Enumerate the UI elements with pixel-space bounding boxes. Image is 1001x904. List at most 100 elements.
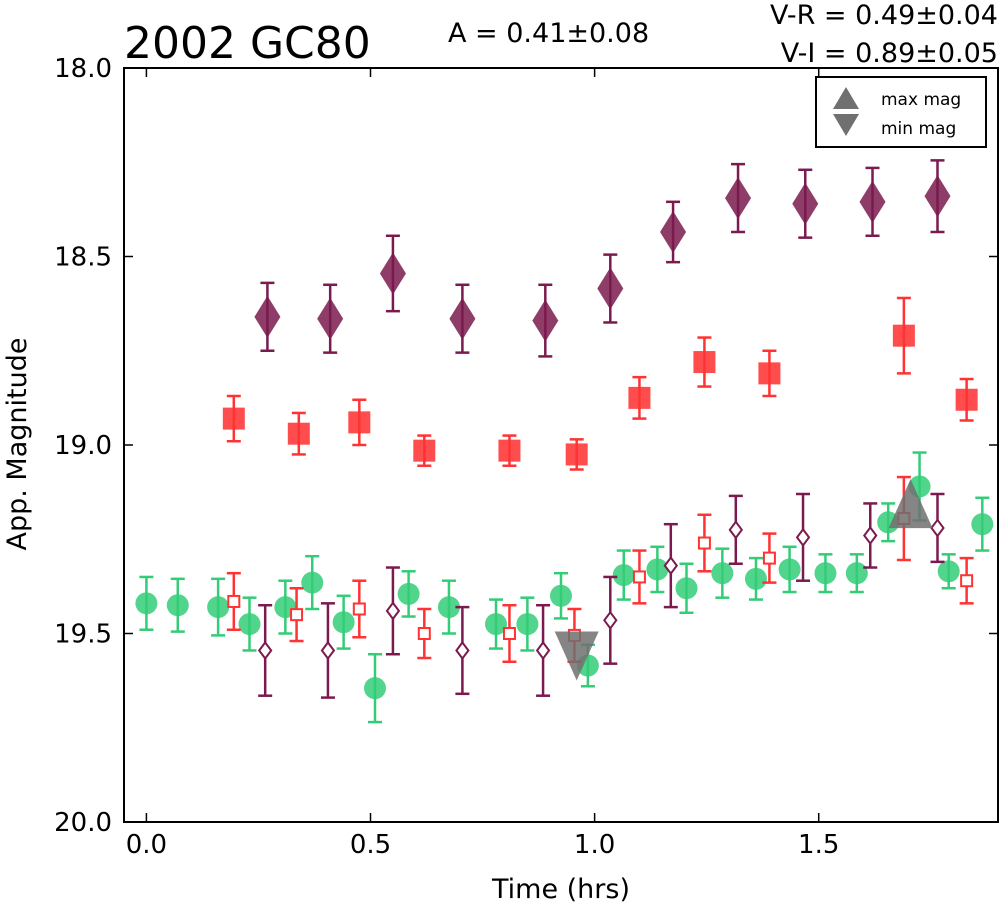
data-point-square-filled [413,434,436,467]
data-point-circle-filled [238,596,261,652]
data-point-circle-filled [363,652,386,724]
data-point-circle-filled [550,571,572,620]
circle-marker [332,611,355,634]
y-tick-label: 18.5 [54,243,112,273]
legend-max-mag-marker [833,87,859,109]
data-point-diamond-open [535,603,551,697]
circle-marker [166,594,189,617]
circle-marker [550,584,572,607]
data-point-square-filled [693,336,716,388]
diamond-marker [532,299,559,342]
data-point-square-open [417,607,432,660]
square-marker [693,351,716,374]
data-point-square-open [697,513,712,573]
diamond-marker [254,295,281,338]
data-point-square-filled [565,438,588,471]
circle-marker [238,613,261,636]
square-marker [565,443,588,466]
amplitude-annotation: A = 0.41±0.08 [448,18,649,49]
data-point-diamond-open [863,502,878,569]
legend: max mag min mag [815,76,987,148]
chart-title: 2002 GC80 [124,18,371,69]
open-square-marker [762,551,776,565]
data-point-square-open [502,603,517,664]
plot-area [135,159,994,724]
data-point-square-filled [628,375,651,420]
data-point-diamond-open [455,605,470,696]
data-point-circle-filled [437,579,460,635]
y-tick-label: 20.0 [54,808,112,838]
open-diamond-marker [455,640,470,661]
circle-marker [437,596,460,619]
data-point-circle-filled [332,594,355,650]
diamond-marker [792,182,819,225]
data-point-circle-filled [646,545,669,594]
diamond-marker [317,297,344,340]
data-point-diamond-open [257,603,273,697]
circle-marker [207,596,230,619]
data-point-diamond-filled [449,283,476,354]
square-marker [758,362,781,385]
square-marker [348,411,371,434]
data-point-square-open [959,556,974,605]
open-diamond-marker [930,518,945,538]
circle-marker [485,613,508,636]
diamond-marker [725,177,752,220]
data-point-circle-filled [135,575,158,631]
data-point-diamond-open [795,492,811,582]
circle-marker [711,562,734,585]
circle-marker [845,562,868,585]
data-point-square-open [289,587,304,643]
x-axis-label: Time (hrs) [491,874,630,904]
data-point-diamond-filled [317,283,344,354]
data-point-diamond-filled [660,200,687,264]
data-point-circle-filled [516,596,539,652]
square-marker [287,422,310,445]
x-tick-label: 1.5 [798,830,839,860]
data-point-circle-filled [845,553,868,594]
circle-marker [971,513,994,536]
square-marker [222,407,245,430]
legend-min-mag-label: min mag [881,119,956,139]
min-mag-marker [554,631,599,681]
data-point-diamond-filled [725,162,752,234]
open-diamond-marker [257,640,273,661]
open-square-marker [352,602,366,616]
v-i-color-annotation: V-I = 0.89±0.05 [781,38,998,69]
data-point-circle-filled [937,553,960,590]
data-point-square-open [762,532,777,584]
data-point-square-filled [498,434,521,467]
data-point-diamond-open [930,492,945,564]
circle-marker [646,558,669,581]
data-point-square-filled [758,349,781,398]
circle-marker [744,567,767,590]
open-diamond-marker [603,610,618,630]
open-diamond-marker [863,525,878,546]
axes: 0.0 0.5 1.0 1.5 18.0 18.5 19.0 19.5 20.0 [54,54,999,860]
open-diamond-marker [663,555,679,576]
legend-min-mag-marker [833,114,859,136]
data-point-square-filled [955,377,978,422]
data-point-diamond-filled [532,283,559,358]
circle-marker [397,582,420,605]
x-tick-label: 0.0 [126,830,167,860]
data-point-circle-filled [166,577,189,633]
max-mag-marker [888,479,933,529]
open-diamond-marker [320,640,336,661]
open-square-marker [502,627,516,640]
open-square-marker [632,570,646,584]
data-point-circle-filled [744,556,767,601]
circle-marker [135,592,158,615]
data-point-circle-filled [711,547,734,599]
x-tick-label: 0.5 [350,830,391,860]
data-point-diamond-open [728,494,744,566]
data-point-diamond-open [385,566,401,656]
circle-marker [516,613,539,636]
data-point-diamond-filled [597,253,624,324]
data-point-circle-filled [612,549,635,601]
legend-box [815,76,987,148]
y-axis-label: App. Magnitude [2,338,33,551]
data-point-circle-filled [301,554,324,611]
data-point-diamond-open [320,602,336,699]
data-point-diamond-filled [859,166,886,238]
